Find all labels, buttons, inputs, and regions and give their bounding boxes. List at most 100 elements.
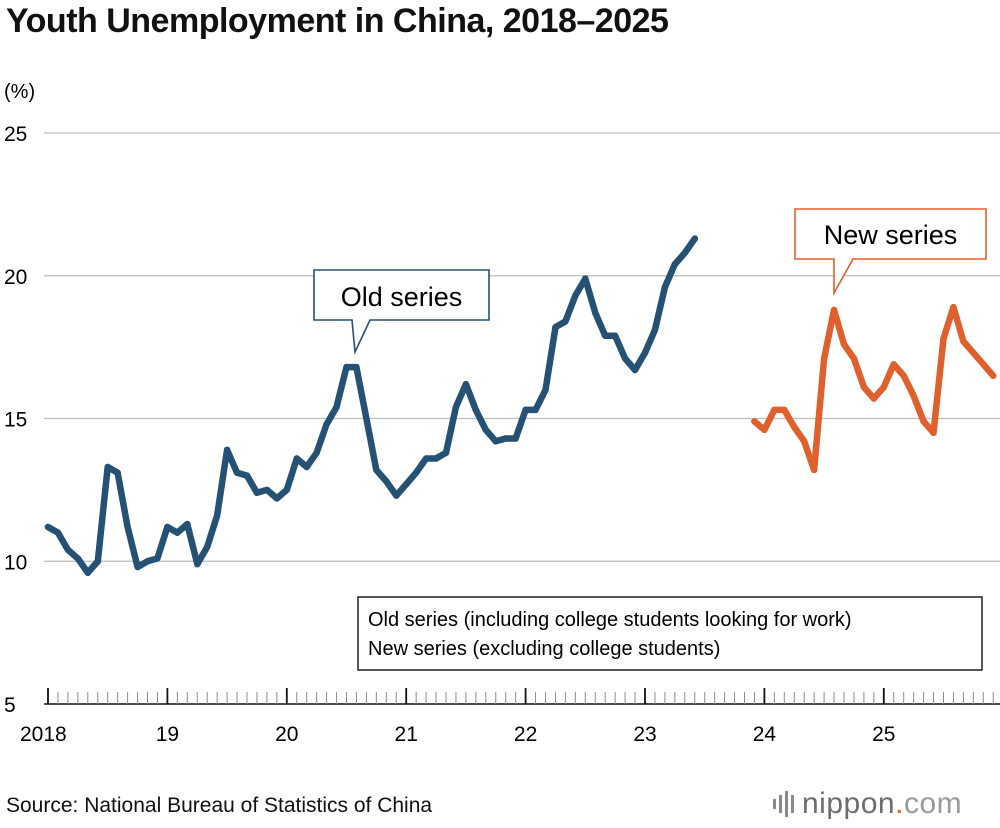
legend-item-new: New series (excluding college students): [368, 638, 720, 660]
y-tick-label-10: 10: [4, 551, 27, 574]
data-point: [84, 569, 92, 576]
legend-item-old: Old series (including college students l…: [368, 609, 852, 631]
data-point: [472, 406, 479, 414]
legend: Old series (including college students l…: [357, 596, 983, 671]
data-point: [124, 523, 131, 531]
data-point: [860, 383, 868, 391]
data-point: [462, 381, 470, 388]
data-point: [204, 543, 211, 551]
data-point: [870, 395, 877, 402]
data-point: [681, 249, 688, 257]
x-tick-label-19: 19: [156, 723, 179, 746]
data-point: [572, 292, 579, 299]
source-note: Source: National Bureau of Statistics of…: [6, 794, 433, 817]
data-point: [781, 406, 788, 414]
data-point: [233, 469, 241, 476]
x-tick-label-23: 23: [633, 723, 656, 746]
data-point: [910, 392, 917, 399]
series-line-new: [751, 303, 997, 474]
data-point: [403, 481, 410, 488]
old-series-callout-text: Old series: [341, 282, 463, 312]
old-series-callout-box: [313, 269, 490, 355]
data-point: [442, 449, 450, 456]
data-point: [293, 455, 300, 462]
data-point: [651, 326, 659, 334]
data-point: [174, 529, 181, 536]
data-point: [333, 403, 340, 411]
old-series-callout: Old series: [313, 269, 490, 355]
x-tick-label-25: 25: [872, 723, 895, 746]
new-series-callout-box: [794, 208, 987, 297]
data-point: [422, 455, 430, 462]
data-point: [432, 455, 440, 462]
data-point: [532, 406, 539, 414]
logo-tld: com: [903, 787, 963, 820]
line-chart: (%) 5 10 15 20 25 2018 19 20 21 22 23 24 25 Old ser…: [4, 81, 1000, 746]
data-point: [323, 421, 330, 428]
data-point: [960, 338, 967, 345]
data-point: [880, 383, 887, 391]
y-tick-label-5: 5: [4, 694, 16, 717]
x-tick-label-20: 20: [275, 723, 298, 746]
data-point: [950, 304, 957, 311]
data-point: [502, 435, 509, 442]
series-lines: [44, 235, 997, 576]
data-point: [512, 435, 519, 442]
data-point: [74, 555, 82, 562]
data-point: [164, 523, 171, 531]
data-point: [691, 235, 698, 242]
logo-name: nippon: [802, 787, 896, 820]
legend-box: [357, 596, 983, 671]
data-point: [412, 469, 420, 476]
data-point: [582, 275, 589, 282]
data-point: [970, 349, 977, 356]
data-point: [801, 438, 808, 445]
data-point: [771, 406, 778, 414]
data-point: [900, 372, 907, 379]
data-point: [114, 469, 121, 476]
y-axis-unit-label: (%): [4, 81, 35, 103]
data-point: [631, 366, 639, 374]
x-tick-label-21: 21: [395, 723, 418, 746]
data-point: [94, 558, 102, 565]
data-point: [611, 332, 619, 339]
data-point: [383, 478, 390, 485]
x-tick-label-24: 24: [753, 723, 777, 746]
data-point: [452, 403, 460, 411]
gridlines: [44, 132, 1000, 562]
data-point: [990, 372, 997, 379]
data-point: [184, 520, 191, 528]
data-point: [373, 466, 380, 474]
data-point: [273, 495, 281, 502]
data-point: [552, 323, 559, 331]
data-point: [542, 386, 549, 394]
data-point: [940, 335, 947, 342]
data-point: [522, 406, 529, 414]
data-point: [820, 355, 828, 362]
data-point: [621, 355, 629, 362]
data-point: [482, 426, 489, 434]
data-point: [154, 555, 161, 562]
new-series-callout: New series: [794, 208, 987, 297]
data-point: [194, 560, 201, 568]
data-point: [761, 426, 768, 434]
chart-title: Youth Unemployment in China, 2018–2025: [6, 2, 669, 40]
data-point: [890, 361, 897, 368]
logo-wordmark: nippon.com: [802, 787, 962, 821]
logo-dot: .: [895, 787, 904, 820]
logo-bars-icon: [773, 791, 794, 817]
data-point: [353, 363, 360, 371]
data-point: [492, 438, 499, 445]
data-point: [930, 429, 937, 436]
y-tick-label-25: 25: [4, 123, 27, 146]
data-point: [303, 463, 310, 471]
data-point: [661, 284, 669, 291]
data-point: [343, 363, 350, 371]
data-point: [393, 492, 400, 499]
x-tick-label-22: 22: [514, 723, 537, 746]
data-point: [751, 418, 758, 425]
data-point: [263, 486, 271, 494]
data-point: [363, 415, 370, 422]
data-point: [810, 466, 818, 474]
data-point: [592, 309, 599, 317]
